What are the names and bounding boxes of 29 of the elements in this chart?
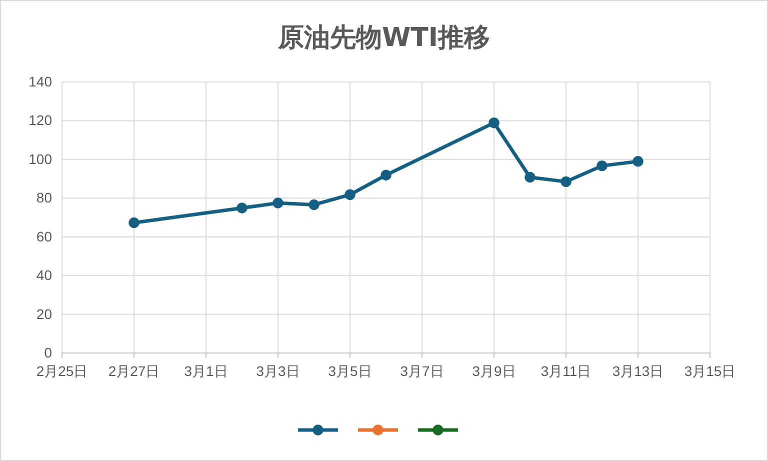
y-tick-label: 140 [28,73,52,90]
x-tick-label: 3月1日 [184,362,228,379]
chart-title: 原油先物WTI推移 [276,23,490,53]
y-tick-label: 0 [44,344,52,360]
x-tick-label: 2月25日 [36,362,88,379]
y-tick-label: 20 [36,306,52,322]
point [596,160,608,172]
y-tick-label: 120 [28,112,52,128]
point [308,199,320,210]
point [380,170,392,180]
y-tick-label: 60 [36,228,52,244]
x-tick-label: 2月27日 [108,362,160,379]
x-tick-label: 3月3日 [256,362,300,379]
point [524,172,536,183]
y-tick-label: 40 [36,267,52,284]
point [560,176,572,188]
x-tick-label: 3月5日 [328,362,372,379]
point [488,118,500,128]
x-tick-label: 3月15日 [684,362,736,379]
x-tick-label: 3月9日 [472,362,516,379]
x-tick-label: 3月13日 [612,362,664,379]
point [344,189,356,200]
y-tick-label: 80 [36,190,52,206]
point [632,156,644,167]
x-tick-label: 3月7日 [400,362,444,379]
x-tick-label: 3月11日 [540,362,592,379]
point [236,202,248,214]
point [272,198,284,208]
y-tick-label: 100 [28,150,52,167]
